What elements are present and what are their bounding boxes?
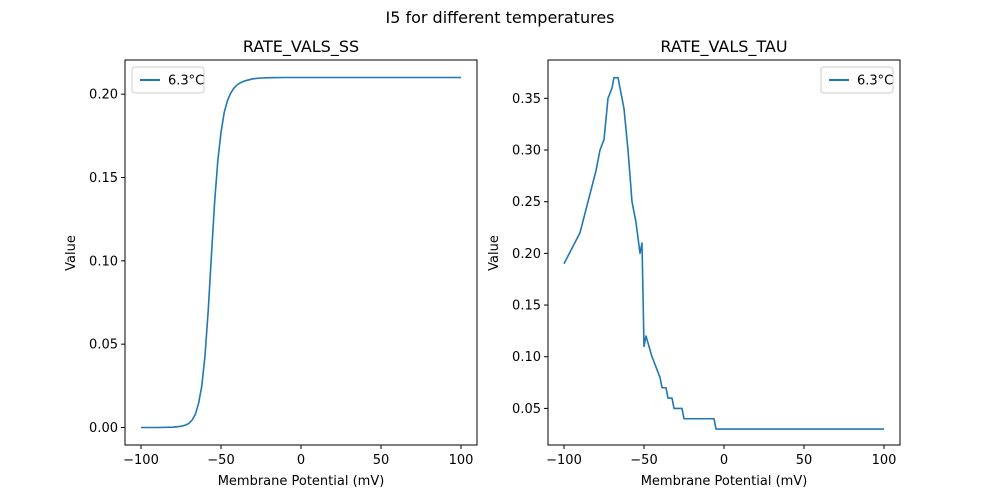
subplot-title: RATE_VALS_SS <box>243 37 359 57</box>
y-tick-label: 0.05 <box>512 402 541 417</box>
x-tick-label: 50 <box>796 453 813 468</box>
legend: 6.3°C <box>820 66 894 94</box>
y-tick-label: 0.15 <box>89 171 118 186</box>
subplot-rate-vals-tau: RATE_VALS_TAU Membrane Potential (mV) Va… <box>487 37 901 489</box>
x-tick-label: −50 <box>630 453 657 468</box>
x-tick-label: 0 <box>720 453 728 468</box>
x-tick-label: 100 <box>872 453 897 468</box>
x-tick-label: 0 <box>297 453 305 468</box>
y-tick-label: 0.05 <box>89 338 118 353</box>
axes-frame <box>124 59 478 446</box>
x-tick-label: −50 <box>207 453 234 468</box>
plot-lines <box>141 76 461 429</box>
legend-entry-label: 6.3°C <box>857 74 893 89</box>
ticks: −100 −50 0 50 100 0.00 0.05 0.10 0.15 0.20 <box>89 88 473 468</box>
x-tick-label: −100 <box>546 453 582 468</box>
y-tick-label: 0.20 <box>512 247 541 262</box>
y-tick-label: 0.30 <box>512 144 541 159</box>
x-axis-label: Membrane Potential (mV) <box>218 474 385 489</box>
legend-entry-label: 6.3°C <box>168 74 204 89</box>
y-tick-label: 0.15 <box>512 299 541 314</box>
legend: 6.3°C <box>131 66 205 94</box>
series-line <box>141 76 461 429</box>
y-axis-label: Value <box>487 235 502 271</box>
y-tick-label: 0.35 <box>512 92 541 107</box>
subplot-title: RATE_VALS_TAU <box>660 37 787 57</box>
axes-frame <box>547 59 901 446</box>
subplot-rate-vals-ss: RATE_VALS_SS Membrane Potential (mV) Val… <box>64 37 478 489</box>
x-tick-label: −100 <box>123 453 159 468</box>
y-tick-label: 0.25 <box>512 195 541 210</box>
legend-box <box>820 66 894 94</box>
x-tick-label: 50 <box>373 453 390 468</box>
ticks: −100 −50 0 50 100 0.05 0.10 0.15 0.20 0.25 0.30 0.3… <box>512 92 896 468</box>
figure-suptitle: I5 for different temperatures <box>385 8 614 27</box>
legend-box <box>131 66 205 94</box>
y-tick-label: 0.10 <box>512 350 541 365</box>
plot-lines <box>563 76 884 430</box>
y-tick-label: 0.00 <box>89 421 118 436</box>
y-axis-label: Value <box>64 235 79 271</box>
series-line <box>563 76 884 430</box>
x-tick-label: 100 <box>449 453 474 468</box>
y-tick-label: 0.20 <box>89 88 118 103</box>
x-axis-label: Membrane Potential (mV) <box>641 474 808 489</box>
y-tick-label: 0.10 <box>89 254 118 269</box>
